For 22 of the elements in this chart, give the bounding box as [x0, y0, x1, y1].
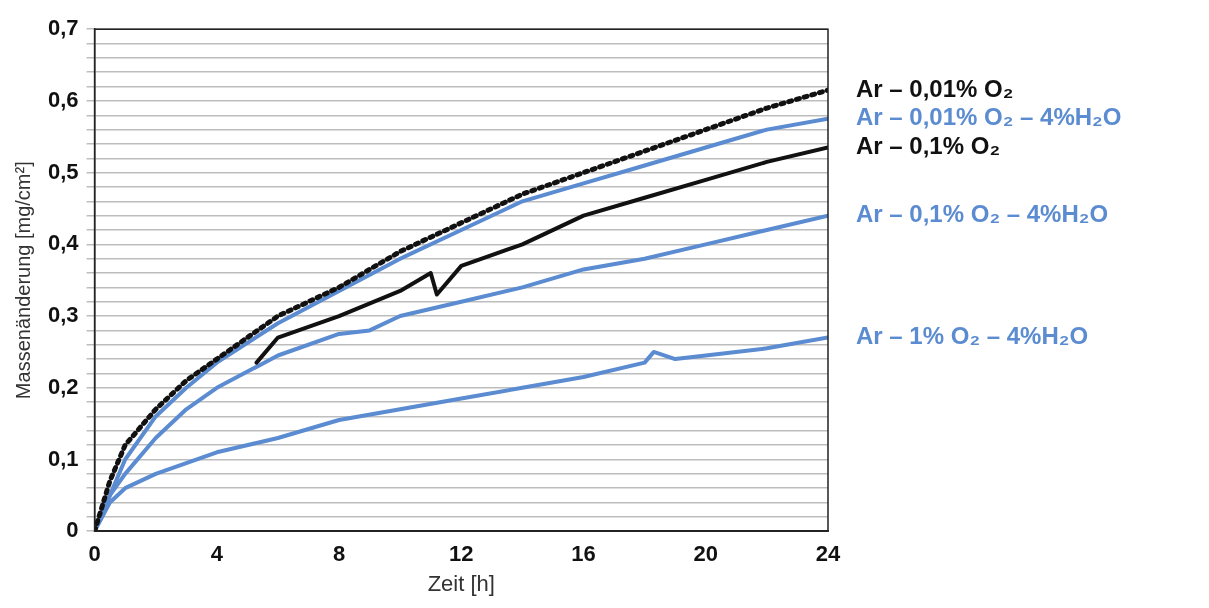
x-tick-label: 16: [571, 541, 596, 567]
y-tick-label: 0,3: [47, 302, 79, 328]
x-tick-label: 12: [449, 541, 474, 567]
y-tick-label: 0,1: [47, 445, 79, 471]
x-tick-label: 24: [815, 541, 841, 567]
y-tick-label: 0,2: [47, 373, 79, 399]
y-tick-label: 0,6: [47, 86, 79, 112]
y-tick-label: 0,4: [47, 230, 80, 256]
series-label: Ar – 0,01% O₂ – 4%H₂O: [856, 103, 1122, 131]
series-label: Ar – 1% O₂ – 4%H₂O: [856, 322, 1089, 350]
y-tick-label: 0: [66, 517, 79, 543]
series-label: Ar – 0,01% O₂: [856, 74, 1014, 102]
x-tick-label: 8: [332, 541, 346, 567]
series-label: Ar – 0,1% O₂: [856, 132, 1001, 160]
y-tick-label: 0,5: [47, 158, 79, 184]
series-label: Ar – 0,1% O₂ – 4%H₂O: [856, 200, 1109, 228]
x-tick-label: 20: [693, 541, 719, 567]
y-tick-label: 0,7: [47, 15, 79, 41]
x-axis-title: Zeit [h]: [427, 570, 495, 596]
y-axis-title: Massenänderung [mg/cm²]: [11, 161, 34, 400]
x-tick-label: 4: [210, 541, 224, 567]
x-tick-label: 0: [88, 541, 101, 567]
